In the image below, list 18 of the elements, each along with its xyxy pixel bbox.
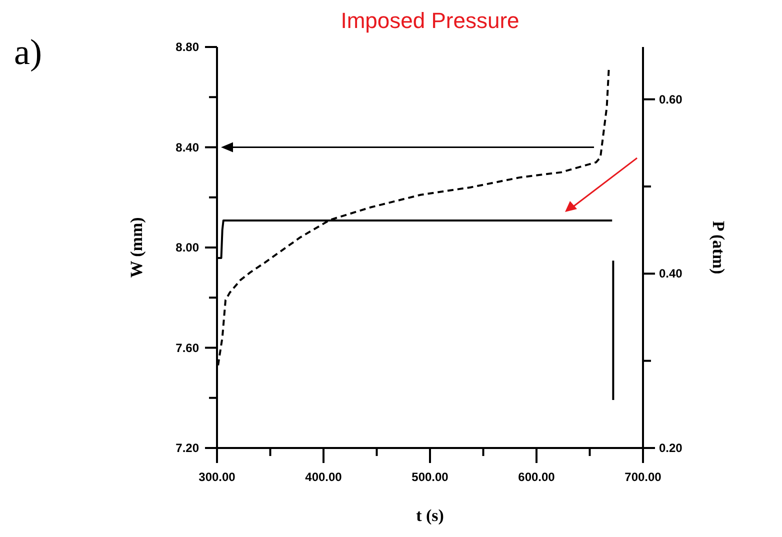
y-tick-label: 7.60 bbox=[176, 340, 200, 355]
y-axis-title: W (mm) bbox=[127, 217, 146, 278]
y-tick-label: 7.20 bbox=[176, 441, 200, 455]
y-tick-label: 8.80 bbox=[176, 40, 200, 54]
y2-axis-title: P (atm) bbox=[709, 220, 728, 274]
text: a) bbox=[14, 32, 42, 72]
x-tick-label: 600.00 bbox=[518, 470, 556, 484]
y2-tick-label: 0.40 bbox=[659, 266, 683, 281]
y-tick-label: 8.40 bbox=[176, 140, 200, 154]
x-tick-label: 400.00 bbox=[305, 470, 342, 484]
y2-tick-label: 0.20 bbox=[659, 441, 683, 455]
y-tick-label: 8.00 bbox=[176, 240, 200, 254]
x-tick-label: 300.00 bbox=[198, 470, 236, 484]
x-tick-label: 700.00 bbox=[624, 470, 662, 484]
x-axis-title: t (s) bbox=[416, 506, 444, 525]
x-tick-label: 500.00 bbox=[412, 470, 449, 484]
chart-title: Imposed Pressure bbox=[340, 8, 520, 33]
y2-tick-label: 0.60 bbox=[659, 92, 683, 106]
